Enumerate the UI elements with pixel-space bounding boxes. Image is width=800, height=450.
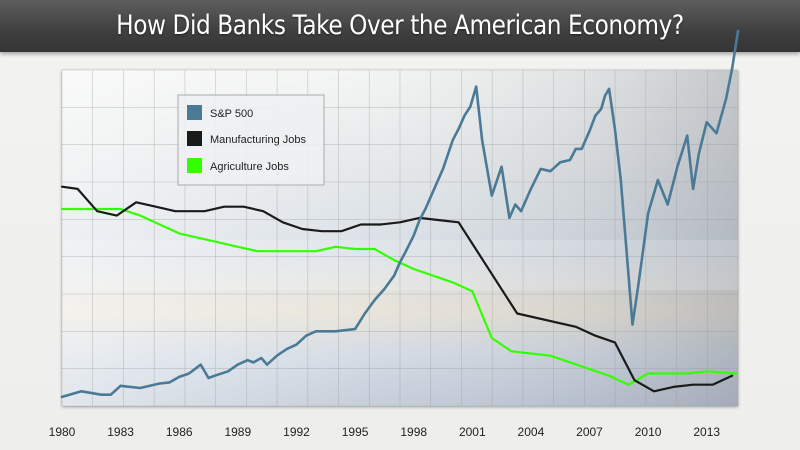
legend-swatch-agriculture xyxy=(187,158,202,173)
legend-item-agriculture: Agriculture Jobs xyxy=(187,158,289,173)
x-tick-label: 2001 xyxy=(459,425,486,439)
x-tick-label: 2004 xyxy=(518,425,545,439)
x-axis-ticks: 1980 1983 1986 1989 1992 1995 1998 2001 2004 2007… xyxy=(49,425,721,439)
legend-item-sp500: S&P 500 xyxy=(187,105,253,120)
chart-title: How Did Banks Take Over the American Eco… xyxy=(116,10,684,41)
x-tick-label: 1992 xyxy=(283,425,310,439)
legend-label-manufacturing: Manufacturing Jobs xyxy=(210,134,306,146)
legend-swatch-manufacturing xyxy=(187,131,202,146)
legend: S&P 500 Manufacturing Jobs Agriculture J… xyxy=(177,94,325,186)
manufacturing-jobs-line xyxy=(60,185,734,393)
x-tick-label: 2013 xyxy=(693,425,720,439)
x-tick-label: 1986 xyxy=(166,425,193,439)
legend-swatch-sp500 xyxy=(187,105,202,120)
title-bar: How Did Banks Take Over the American Eco… xyxy=(0,0,800,52)
x-tick-label: 1995 xyxy=(342,425,369,439)
agriculture-jobs-line xyxy=(60,207,738,386)
legend-label-sp500: S&P 500 xyxy=(210,108,253,120)
x-tick-label: 2007 xyxy=(576,425,603,439)
x-tick-label: 1983 xyxy=(107,425,134,439)
legend-item-manufacturing: Manufacturing Jobs xyxy=(187,131,306,146)
grid xyxy=(61,69,739,407)
x-tick-label: 1989 xyxy=(224,425,251,439)
legend-label-agriculture: Agriculture Jobs xyxy=(210,161,289,173)
x-tick-label: 2010 xyxy=(635,425,662,439)
sp500-line xyxy=(60,29,740,399)
x-tick-label: 1998 xyxy=(400,425,427,439)
series-layer xyxy=(60,29,740,399)
legend-box xyxy=(177,94,325,186)
x-tick-label: 1980 xyxy=(49,425,76,439)
